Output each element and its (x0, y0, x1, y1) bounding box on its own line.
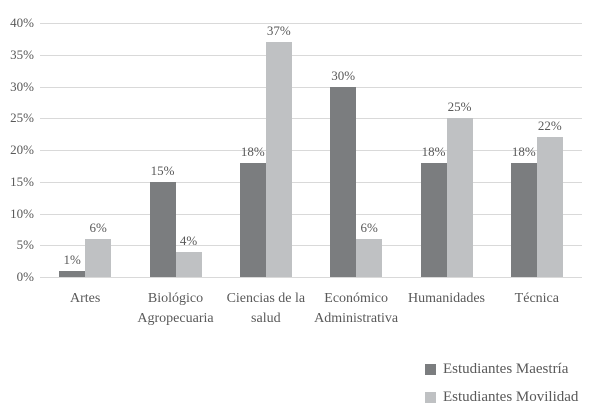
data-label-estudiantes-maestria-economico-administrativa: 30% (331, 67, 356, 83)
category-label-economico-administrativa: Económico Administrativa (314, 291, 399, 326)
data-label-estudiantes-movilidad-ciencias-de-la-salud: 37% (266, 23, 291, 39)
bar-estudiantes-movilidad-ciencias-de-la-salud (265, 42, 292, 277)
y-tick-label-10pct: 10% (10, 205, 34, 221)
y-tick-label-15pct: 15% (10, 173, 34, 189)
category-label-humanidades: Humanidades (408, 291, 485, 306)
y-tick-label-30pct: 30% (10, 78, 34, 94)
gridline-40 (40, 23, 582, 24)
gridline-25 (40, 118, 582, 120)
bar-estudiantes-maestria-tecnica (510, 162, 537, 277)
legend-label-estudiantes-maestria: Estudiantes Maestría (443, 361, 569, 377)
legend-item-estudiantes-maestria: Estudiantes Maestría (425, 361, 578, 377)
bar-estudiantes-movilidad-humanidades (446, 118, 473, 277)
data-label-estudiantes-maestria-artes: 1% (63, 251, 81, 267)
y-tick-label-40pct: 40% (10, 15, 34, 30)
bar-estudiantes-movilidad-biologico-agropecuaria (175, 251, 202, 277)
data-label-estudiantes-maestria-ciencias-de-la-salud: 18% (240, 143, 265, 159)
gridline-15 (40, 181, 582, 183)
legend-label-estudiantes-movilidad: Estudiantes Movilidad (443, 389, 579, 405)
y-tick-label-0pct: 0% (16, 269, 34, 284)
bar-estudiantes-movilidad-tecnica (536, 137, 563, 277)
bar-estudiantes-maestria-artes (59, 270, 86, 277)
data-label-estudiantes-movilidad-artes: 6% (89, 219, 107, 235)
category-label-artes: Artes (69, 291, 101, 306)
data-label-estudiantes-maestria-tecnica: 18% (511, 143, 536, 159)
data-label-estudiantes-maestria-biologico-agropecuaria: 15% (150, 162, 175, 178)
y-tick-label-20pct: 20% (10, 142, 34, 157)
gridline-5 (40, 245, 582, 247)
legend-swatch-estudiantes-movilidad (425, 391, 436, 403)
plot-area: 1% 6% 15% 4% 18% 37% 30% 6% 18% 25% 18% 22% (40, 23, 582, 278)
gridline-0 (40, 277, 582, 278)
bar-estudiantes-maestria-ciencias-de-la-salud (239, 162, 266, 277)
data-label-estudiantes-movilidad-tecnica: 22% (537, 118, 562, 134)
gridline-20 (40, 150, 582, 151)
category-label-ciencias-de-la-salud: Ciencias de la salud (226, 291, 306, 326)
bar-estudiantes-movilidad-economico-administrativa (356, 238, 383, 277)
gridline-30 (40, 86, 582, 88)
data-label-estudiantes-movilidad-economico-administrativa: 6% (360, 219, 378, 235)
category-label-tecnica: Técnica (514, 291, 559, 306)
bar-estudiantes-movilidad-artes (85, 238, 112, 277)
gridline-35 (40, 54, 582, 56)
data-label-estudiantes-movilidad-humanidades: 25% (447, 99, 472, 115)
y-tick-label-5pct: 5% (16, 237, 34, 253)
legend-swatch-estudiantes-maestria (425, 363, 436, 375)
bar-estudiantes-maestria-economico-administrativa (330, 86, 357, 277)
bar-estudiantes-maestria-biologico-agropecuaria (149, 181, 176, 277)
y-tick-label-25pct: 25% (10, 110, 34, 126)
bar-estudiantes-maestria-humanidades (420, 162, 447, 277)
data-label-estudiantes-maestria-humanidades: 18% (421, 143, 446, 159)
legend: Estudiantes Maestría Estudiantes Movilida… (425, 361, 578, 405)
y-tick-label-35pct: 35% (10, 46, 34, 62)
data-label-estudiantes-movilidad-biologico-agropecuaria: 4% (179, 232, 198, 248)
legend-item-estudiantes-movilidad: Estudiantes Movilidad (425, 389, 578, 405)
gridline-10 (40, 213, 582, 215)
category-label-biologico-agropecuaria: Biológico Agropecuaria (137, 291, 214, 326)
